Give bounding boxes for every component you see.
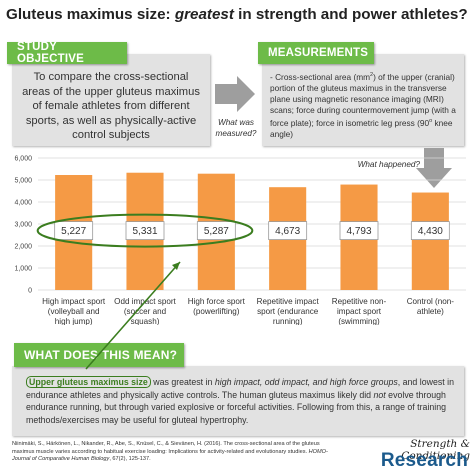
page-title: Gluteus maximus size: greatest in streng… <box>6 6 468 28</box>
meaning-text-part: evolve through endurance running, but th… <box>26 389 447 425</box>
arrow-right-icon <box>215 76 255 112</box>
x-tick-label: Odd impact sport <box>114 297 176 306</box>
chart-highlight <box>36 213 254 248</box>
title-part: in strength and power athletes? <box>233 6 468 23</box>
measurements-text-part: knee angle) <box>270 117 453 139</box>
meaning-text-emphasis: not <box>373 389 386 400</box>
x-tick-label: athlete) <box>417 307 444 316</box>
degree-symbol: o <box>429 117 433 124</box>
brand-logo-text: Research <box>380 450 468 471</box>
y-tick-label: 4,000 <box>14 200 32 207</box>
data-label: 5,227 <box>61 226 86 237</box>
y-tick-label: 2,000 <box>14 244 32 251</box>
meaning-box: Upper gluteus maximus size was greatest … <box>12 366 464 436</box>
x-tick-label: high jump) <box>55 317 93 325</box>
citation-journal: HOMO-Journal of Comparative Human Biolog… <box>12 448 328 463</box>
meaning-text-part: , and lowest in endurance athletes and p… <box>26 377 454 400</box>
what-happened-label: What happened? <box>357 160 420 169</box>
data-label: 4,430 <box>418 226 443 237</box>
study-objective-text: To compare the cross-sectional areas of … <box>22 71 200 141</box>
x-tick-label: impact sport <box>337 307 382 316</box>
x-tick-label: squash) <box>131 317 160 325</box>
meaning-text: Upper gluteus maximus size was greatest … <box>12 366 464 432</box>
chart-grid <box>38 157 466 291</box>
brand-tagline: Strength & Conditioning <box>401 438 470 462</box>
data-label-box <box>268 221 308 240</box>
data-label: 4,673 <box>275 226 300 237</box>
x-tick-label: Repetitive impact <box>257 297 320 306</box>
meaning-heading: WHAT DOES THIS MEAN? <box>14 343 184 367</box>
data-label-box <box>196 221 236 240</box>
measurements-text: - Cross-sectional area (mm2) of the uppe… <box>262 54 464 145</box>
chart-value-labels: 5,227 5,331 5,287 4,673 4,793 4,430 <box>54 221 450 240</box>
y-tick-label: 5,000 <box>14 178 32 185</box>
highlighted-term: Upper gluteus maximus size <box>26 376 151 388</box>
meaning-text-emphasis: high impact, odd impact, and high force … <box>214 377 398 387</box>
data-label: 5,287 <box>204 226 229 237</box>
citation-text: , 67(2), 125-137. <box>109 456 151 463</box>
data-label: 4,793 <box>346 226 371 237</box>
study-objective-box: To compare the cross-sectional areas of … <box>12 54 210 146</box>
x-tick-label: High impact sport <box>42 297 106 306</box>
x-tick-label: (powerlifting) <box>193 307 240 316</box>
x-tick-label: (swimming) <box>338 317 380 325</box>
x-tick-label: High force sport <box>188 297 246 306</box>
data-label-box <box>54 221 94 240</box>
x-tick-label: (volleyball and <box>48 307 100 316</box>
x-tick-label: Control (non- <box>407 297 455 306</box>
title-part: Gluteus maximus size: <box>6 6 175 23</box>
y-tick-label: 0 <box>28 288 32 295</box>
citation-text: Niinimäki, S., Härkönen, L., Nikander, R… <box>12 441 320 455</box>
highlight-ellipse <box>36 213 254 248</box>
data-label-box <box>410 221 450 240</box>
superscript: 2 <box>370 72 374 78</box>
y-tick-label: 1,000 <box>14 266 32 273</box>
x-tick-label: running) <box>273 317 303 325</box>
study-objective-heading: STUDY OBJECTIVE <box>7 41 127 65</box>
y-tick-label: 6,000 <box>14 156 32 163</box>
data-label: 5,331 <box>132 226 157 237</box>
x-tick-label: (soccer and <box>124 307 166 316</box>
chart-y-ticks: 0 1,000 2,000 3,000 4,000 5,000 6,000 <box>14 156 32 295</box>
meaning-text-part: was greatest in <box>150 377 215 387</box>
data-label-box <box>125 221 165 240</box>
bar <box>411 192 449 290</box>
what-was-measured-label: What was measured? <box>215 118 257 138</box>
measurements-heading: MEASUREMENTS <box>258 42 374 64</box>
measurements-box: - Cross-sectional area (mm2) of the uppe… <box>262 54 464 146</box>
measurements-text-part: - Cross-sectional area (mm <box>270 71 371 82</box>
data-label-box <box>339 221 379 240</box>
title-emphasis: greatest <box>174 6 234 23</box>
y-tick-label: 3,000 <box>14 222 32 229</box>
bar-chart: 5,227 5,331 5,287 4,673 4,793 4,430 0 1,000 2,0… <box>14 156 466 325</box>
x-tick-label: sport (endurance <box>257 307 319 316</box>
measurements-text-part: ) of the upper (cranial) portion of the … <box>270 71 456 128</box>
x-tick-label: Repetitive non- <box>332 297 387 306</box>
citation: Niinimäki, S., Härkönen, L., Nikander, R… <box>12 441 342 464</box>
